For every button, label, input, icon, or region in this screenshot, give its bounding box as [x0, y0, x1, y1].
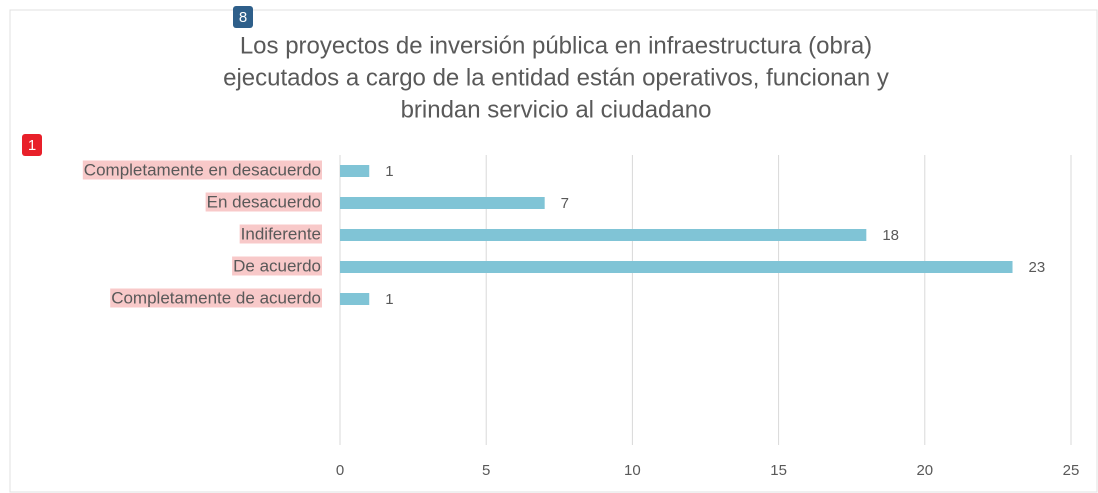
chart-frame — [9, 9, 1098, 493]
bar — [340, 197, 545, 209]
chart-title: ejecutados a cargo de la entidad están o… — [223, 64, 889, 91]
label-highlight — [205, 192, 322, 212]
data-label: 18 — [882, 227, 899, 244]
chart-title: brindan servicio al ciudadano — [401, 96, 712, 123]
x-tick-label: 10 — [624, 462, 641, 479]
y-tick-label: En desacuerdo — [207, 192, 321, 211]
x-tick-label: 0 — [336, 462, 344, 479]
y-tick-label: Completamente en desacuerdo — [84, 160, 321, 179]
annotation-badge — [233, 6, 253, 28]
label-highlight — [110, 288, 322, 308]
chart-title: Los proyectos de inversión pública en in… — [240, 32, 872, 59]
label-highlight — [82, 160, 322, 180]
bar — [340, 293, 370, 305]
data-label: 23 — [1029, 259, 1046, 276]
label-highlight — [239, 224, 322, 244]
x-tick-label: 5 — [482, 462, 490, 479]
x-tick-label: 25 — [1063, 462, 1080, 479]
annotation-label: 8 — [239, 9, 247, 26]
x-tick-label: 20 — [916, 462, 933, 479]
label-highlight — [232, 256, 322, 276]
y-tick-label: Completamente de acuerdo — [111, 288, 321, 307]
data-label: 7 — [561, 195, 569, 212]
data-label: 1 — [385, 291, 393, 308]
data-label: 1 — [385, 163, 393, 180]
annotation-badge — [22, 134, 42, 156]
y-tick-label: Indiferente — [241, 224, 321, 243]
bar — [340, 165, 370, 177]
bar — [340, 261, 1013, 273]
x-tick-label: 15 — [770, 462, 787, 479]
bar — [340, 229, 867, 241]
annotation-label: 1 — [28, 137, 36, 154]
y-tick-label: De acuerdo — [233, 256, 321, 275]
